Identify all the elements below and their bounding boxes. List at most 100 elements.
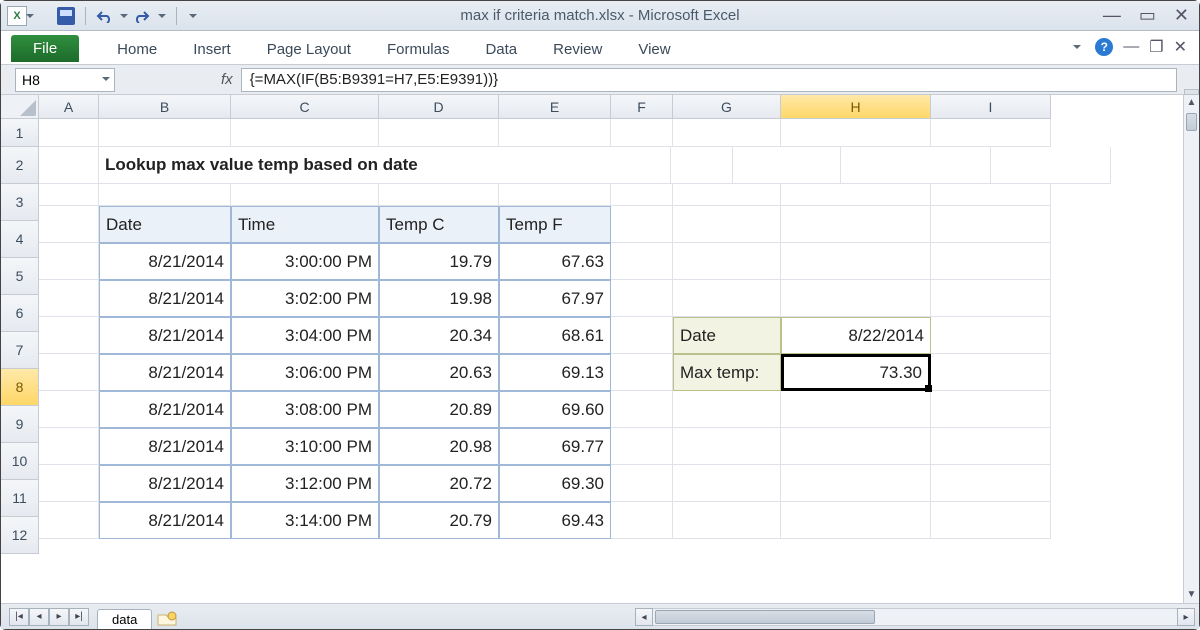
row-header-11[interactable]: 11 xyxy=(1,480,39,517)
cell-A6[interactable] xyxy=(39,280,99,317)
cell-A12[interactable] xyxy=(39,502,99,539)
vertical-scrollbar[interactable]: ▲ ▼ xyxy=(1183,95,1199,603)
cell-B10[interactable]: 8/21/2014 xyxy=(99,428,231,465)
cell-C9[interactable]: 3:08:00 PM xyxy=(231,391,379,428)
cell-H4[interactable] xyxy=(781,206,931,243)
cell-F4[interactable] xyxy=(611,206,673,243)
cell-I9[interactable] xyxy=(931,391,1051,428)
col-header-C[interactable]: C xyxy=(231,95,379,119)
cell-A9[interactable] xyxy=(39,391,99,428)
cell-G4[interactable] xyxy=(673,206,781,243)
cell-B6[interactable]: 8/21/2014 xyxy=(99,280,231,317)
col-header-G[interactable]: G xyxy=(673,95,781,119)
sheet-nav-last-icon[interactable]: ▸| xyxy=(69,608,89,626)
col-header-I[interactable]: I xyxy=(931,95,1051,119)
cell-G3[interactable] xyxy=(673,184,781,206)
cell-I5[interactable] xyxy=(931,243,1051,280)
scroll-down-icon[interactable]: ▼ xyxy=(1184,587,1199,603)
row-header-1[interactable]: 1 xyxy=(1,119,39,147)
row-header-12[interactable]: 12 xyxy=(1,517,39,554)
maximize-icon[interactable]: ▭ xyxy=(1139,5,1156,26)
cell-F9[interactable] xyxy=(611,391,673,428)
row-header-5[interactable]: 5 xyxy=(1,258,39,295)
cell-I8[interactable] xyxy=(931,354,1051,391)
cell-C4[interactable]: Time xyxy=(231,206,379,243)
tab-view[interactable]: View xyxy=(620,35,688,64)
cell-F11[interactable] xyxy=(611,465,673,502)
cell-F7[interactable] xyxy=(611,317,673,354)
cell-H1[interactable] xyxy=(781,119,931,147)
cell-A3[interactable] xyxy=(39,184,99,206)
cell-E3[interactable] xyxy=(499,184,611,206)
redo-dropdown-icon[interactable] xyxy=(158,14,166,22)
cell-E11[interactable]: 69.30 xyxy=(499,465,611,502)
cell-I1[interactable] xyxy=(931,119,1051,147)
cell-A7[interactable] xyxy=(39,317,99,354)
cell-G9[interactable] xyxy=(673,391,781,428)
new-sheet-icon[interactable] xyxy=(156,611,178,627)
cell-I3[interactable] xyxy=(931,184,1051,206)
scroll-up-icon[interactable]: ▲ xyxy=(1184,95,1199,111)
sheet-nav-prev-icon[interactable]: ◂ xyxy=(29,608,49,626)
cell-D3[interactable] xyxy=(379,184,499,206)
redo-icon[interactable] xyxy=(134,9,150,23)
cell-E9[interactable]: 69.60 xyxy=(499,391,611,428)
cell-B7[interactable]: 8/21/2014 xyxy=(99,317,231,354)
qat-customize-icon[interactable] xyxy=(189,14,197,22)
cell-H2[interactable] xyxy=(841,147,991,184)
undo-dropdown-icon[interactable] xyxy=(120,14,128,22)
cell-G12[interactable] xyxy=(673,502,781,539)
cell-A4[interactable] xyxy=(39,206,99,243)
scroll-left-icon[interactable]: ◂ xyxy=(635,608,653,626)
tab-insert[interactable]: Insert xyxy=(175,35,249,64)
file-tab[interactable]: File xyxy=(11,35,79,62)
row-header-8[interactable]: 8 xyxy=(1,369,39,406)
row-header-10[interactable]: 10 xyxy=(1,443,39,480)
cell-H7[interactable]: 8/22/2014 xyxy=(781,317,931,354)
sheet-nav-first-icon[interactable]: |◂ xyxy=(9,608,29,626)
cell-C5[interactable]: 3:00:00 PM xyxy=(231,243,379,280)
row-header-6[interactable]: 6 xyxy=(1,295,39,332)
vscroll-thumb[interactable] xyxy=(1186,113,1197,131)
row-header-3[interactable]: 3 xyxy=(1,184,39,221)
cell-A1[interactable] xyxy=(39,119,99,147)
cell-H3[interactable] xyxy=(781,184,931,206)
cell-B4[interactable]: Date xyxy=(99,206,231,243)
cell-A5[interactable] xyxy=(39,243,99,280)
cell-A2[interactable] xyxy=(39,147,99,184)
cell-F3[interactable] xyxy=(611,184,673,206)
cell-D4[interactable]: Temp C xyxy=(379,206,499,243)
cell-A10[interactable] xyxy=(39,428,99,465)
tab-home[interactable]: Home xyxy=(99,35,175,64)
cell-D7[interactable]: 20.34 xyxy=(379,317,499,354)
cell-E8[interactable]: 69.13 xyxy=(499,354,611,391)
close-icon[interactable]: ✕ xyxy=(1174,5,1189,26)
cell-G8[interactable]: Max temp: xyxy=(673,354,781,391)
cell-D9[interactable]: 20.89 xyxy=(379,391,499,428)
tab-formulas[interactable]: Formulas xyxy=(369,35,468,64)
cell-C12[interactable]: 3:14:00 PM xyxy=(231,502,379,539)
cell-E5[interactable]: 67.63 xyxy=(499,243,611,280)
cell-D10[interactable]: 20.98 xyxy=(379,428,499,465)
cell-D6[interactable]: 19.98 xyxy=(379,280,499,317)
cell-G7[interactable]: Date xyxy=(673,317,781,354)
vscroll-track[interactable] xyxy=(1184,111,1199,587)
cell-C1[interactable] xyxy=(231,119,379,147)
cell-B12[interactable]: 8/21/2014 xyxy=(99,502,231,539)
cell-B11[interactable]: 8/21/2014 xyxy=(99,465,231,502)
cell-H11[interactable] xyxy=(781,465,931,502)
cell-E12[interactable]: 69.43 xyxy=(499,502,611,539)
col-header-H[interactable]: H xyxy=(781,95,931,119)
select-all-corner[interactable] xyxy=(1,95,39,119)
cell-G1[interactable] xyxy=(673,119,781,147)
row-header-9[interactable]: 9 xyxy=(1,406,39,443)
save-icon[interactable] xyxy=(57,7,75,25)
cell-D1[interactable] xyxy=(379,119,499,147)
cell-C7[interactable]: 3:04:00 PM xyxy=(231,317,379,354)
cell-I6[interactable] xyxy=(931,280,1051,317)
cell-B1[interactable] xyxy=(99,119,231,147)
col-header-E[interactable]: E xyxy=(499,95,611,119)
hscroll-track[interactable] xyxy=(653,608,1177,626)
cell-I7[interactable] xyxy=(931,317,1051,354)
cell-D12[interactable]: 20.79 xyxy=(379,502,499,539)
